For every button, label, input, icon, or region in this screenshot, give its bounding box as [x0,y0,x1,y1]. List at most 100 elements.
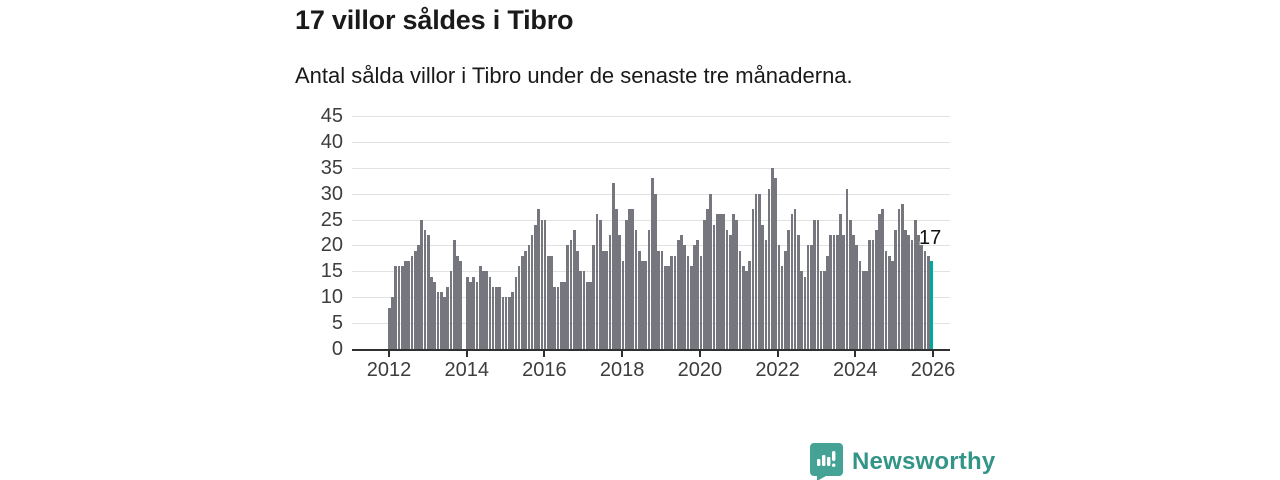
bar [508,297,511,349]
gridline [352,116,950,117]
newsworthy-logo: Newsworthy [810,443,995,480]
bar [728,235,732,349]
bar [514,276,518,349]
bar [813,219,816,349]
bar [709,193,713,349]
bar [634,229,638,349]
bar [780,266,784,349]
bar [602,250,605,349]
bar [917,235,920,349]
bar [777,245,781,349]
bar [702,219,706,349]
bar [394,266,398,349]
bar [631,209,635,349]
x-tick [698,350,701,357]
x-tick [543,350,546,357]
bar [696,240,700,349]
bar [741,266,745,349]
bar [410,255,414,349]
y-tick-label: 0 [331,338,343,360]
bar [787,229,790,349]
bar [449,271,453,349]
bar [803,276,807,349]
bar [475,281,479,349]
x-tick [776,350,779,357]
bar [511,292,514,349]
bar [478,266,482,349]
bar [852,235,855,349]
bar [547,255,550,349]
bar [676,240,680,349]
bar [550,255,553,349]
bar [517,266,521,349]
bar [488,276,492,349]
bar [452,240,456,349]
bar [835,235,839,349]
bar [767,188,771,349]
bar [806,245,810,349]
bar [563,281,566,349]
bar [553,286,557,349]
x-tick-label: 2026 [910,359,956,381]
bar [683,245,687,349]
bar [585,281,589,349]
bar [530,235,534,349]
bar [810,245,813,349]
x-tick-label: 2022 [755,359,800,381]
bar [829,235,833,349]
plot-area [352,116,950,351]
bar [861,271,865,349]
x-tick-label: 2020 [677,359,723,381]
highlighted-bar [930,260,933,349]
bar [491,286,495,349]
bar [793,209,797,349]
bar [751,209,755,349]
bar [426,235,430,349]
bar [644,260,648,349]
bar [686,255,690,349]
chart-title: 17 villor såldes i Tibro [295,5,574,35]
bar [582,271,586,349]
bar [819,271,823,349]
bar [430,276,433,349]
bar [881,209,885,349]
bar [771,167,774,349]
bar [913,219,917,349]
bar [576,250,579,349]
bar [816,219,820,349]
bar [712,224,716,349]
bar [725,229,729,349]
bar [663,266,667,349]
bar [738,250,742,349]
bar [654,193,657,349]
bar [891,260,894,349]
bar [637,250,641,349]
bar [608,235,612,349]
bar [504,297,508,349]
bar [446,286,450,349]
bar [540,219,544,349]
bar [878,214,881,349]
bar [797,235,800,349]
x-tick-label: 2016 [522,359,567,381]
x-tick-label: 2018 [599,359,645,381]
bar [865,271,868,349]
bar [641,260,644,349]
bar [615,209,618,349]
x-tick [854,350,857,357]
bar [800,271,803,349]
y-tick-label: 10 [320,286,343,309]
bar [407,260,411,349]
bar [719,214,722,349]
bar [566,245,570,349]
bar [855,245,859,349]
bar [436,292,440,349]
bar [689,266,693,349]
bar [400,266,404,349]
bar [459,260,463,349]
bar [660,250,664,349]
bar [832,235,836,349]
bar [848,219,852,349]
y-tick-label: 35 [320,156,343,179]
bar [790,214,794,349]
